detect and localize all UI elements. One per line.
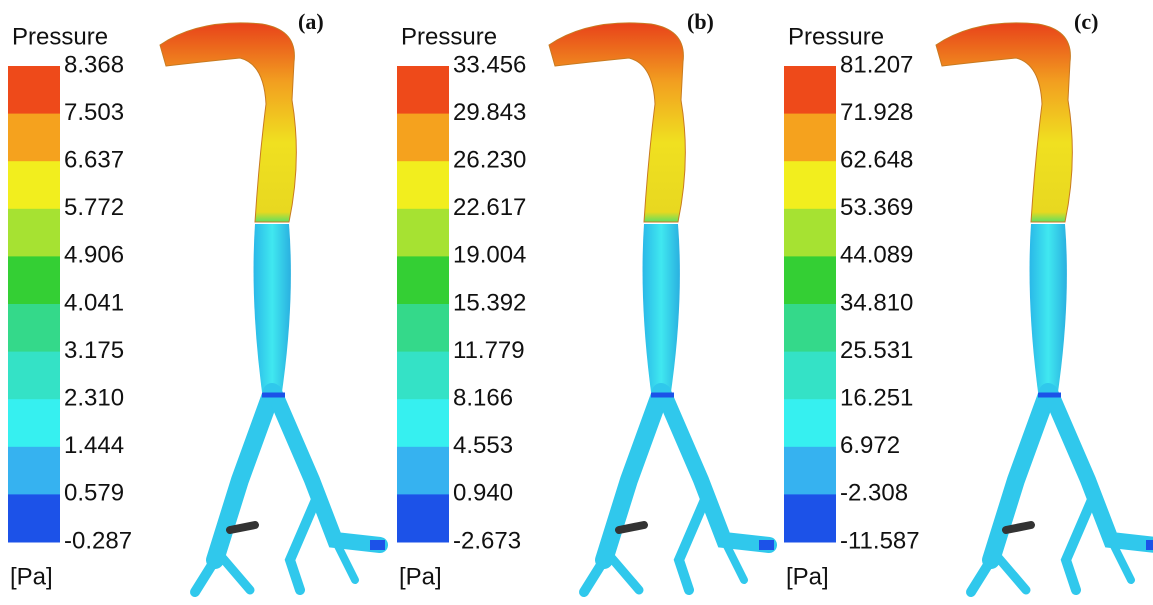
colorbar-band (8, 352, 60, 400)
panel-label: (c) (1074, 9, 1098, 34)
colorbar-band (397, 352, 449, 400)
colorbar-band (784, 161, 836, 209)
legend-title: Pressure (788, 23, 884, 50)
colorbar-band (784, 114, 836, 162)
colorbar-band (397, 209, 449, 257)
colorbar-tick-label: 3.175 (64, 337, 124, 364)
colorbar-band (397, 447, 449, 495)
colorbar-tick-label: 71.928 (840, 99, 913, 126)
colorbar-tick-label: -2.673 (453, 527, 521, 554)
colorbar-tick-label: 81.207 (840, 51, 913, 78)
colorbar-band (784, 304, 836, 352)
colorbar-band (8, 161, 60, 209)
panel-label: (b) (687, 9, 714, 34)
colorbar-tick-label: 33.456 (453, 51, 526, 78)
legend-title: Pressure (401, 23, 497, 50)
colorbar-tick-label: 25.531 (840, 337, 913, 364)
legend-unit: [Pa] (786, 563, 829, 590)
airway-model (936, 23, 1153, 592)
colorbar-band (8, 304, 60, 352)
colorbar-tick-label: 6.972 (840, 432, 900, 459)
colorbar-band (397, 66, 449, 114)
colorbar-band (784, 399, 836, 447)
airway-model (549, 23, 774, 592)
legend-unit: [Pa] (399, 563, 442, 590)
colorbar-band (784, 209, 836, 257)
figure: Pressure8.3687.5036.6375.7724.9064.0413.… (0, 0, 1153, 605)
colorbar-tick-label: 5.772 (64, 194, 124, 221)
legend-unit: [Pa] (10, 563, 53, 590)
colorbar-band (397, 256, 449, 304)
colorbar-tick-label: 0.940 (453, 480, 513, 507)
colorbar-tick-label: 15.392 (453, 289, 526, 316)
colorbar-tick-label: 19.004 (453, 242, 526, 269)
colorbar-tick-label: 1.444 (64, 432, 124, 459)
colorbar-band (397, 114, 449, 162)
colorbar-tick-label: 4.906 (64, 242, 124, 269)
colorbar-band (784, 447, 836, 495)
colorbar-tick-label: -11.587 (840, 527, 920, 554)
colorbar-tick-label: 2.310 (64, 385, 124, 412)
airway-model (160, 23, 385, 592)
colorbar-tick-label: 0.579 (64, 480, 124, 507)
colorbar-tick-label: -2.308 (840, 480, 908, 507)
colorbar-band (8, 447, 60, 495)
colorbar-band (784, 494, 836, 542)
colorbar-tick-label: 16.251 (840, 385, 913, 412)
colorbar-band (397, 304, 449, 352)
colorbar-tick-label: 22.617 (453, 194, 526, 221)
colorbar-band (784, 256, 836, 304)
colorbar-tick-label: 11.779 (453, 337, 525, 364)
colorbar-tick-label: 26.230 (453, 147, 526, 174)
colorbar-tick-label: 4.041 (64, 289, 124, 316)
colorbar-tick-label: 29.843 (453, 99, 526, 126)
colorbar-tick-label: 34.810 (840, 289, 913, 316)
colorbar-band (8, 399, 60, 447)
colorbar-band (784, 66, 836, 114)
colorbar-band (8, 114, 60, 162)
colorbar-tick-label: 8.166 (453, 385, 513, 412)
colorbar-band (8, 66, 60, 114)
colorbar-tick-label: -0.287 (64, 527, 132, 554)
colorbar-tick-label: 53.369 (840, 194, 913, 221)
colorbar-tick-label: 8.368 (64, 51, 124, 78)
colorbar-band (397, 161, 449, 209)
colorbar-band (8, 494, 60, 542)
panel-label: (a) (298, 9, 324, 34)
colorbar-tick-label: 62.648 (840, 147, 913, 174)
colorbar-tick-label: 44.089 (840, 242, 913, 269)
colorbar-band (784, 352, 836, 400)
colorbar-tick-label: 4.553 (453, 432, 513, 459)
legend-title: Pressure (12, 23, 108, 50)
colorbar-tick-label: 7.503 (64, 99, 124, 126)
colorbar-tick-label: 6.637 (64, 147, 124, 174)
colorbar-band (8, 209, 60, 257)
colorbar-band (397, 494, 449, 542)
colorbar-band (8, 256, 60, 304)
colorbar-band (397, 399, 449, 447)
